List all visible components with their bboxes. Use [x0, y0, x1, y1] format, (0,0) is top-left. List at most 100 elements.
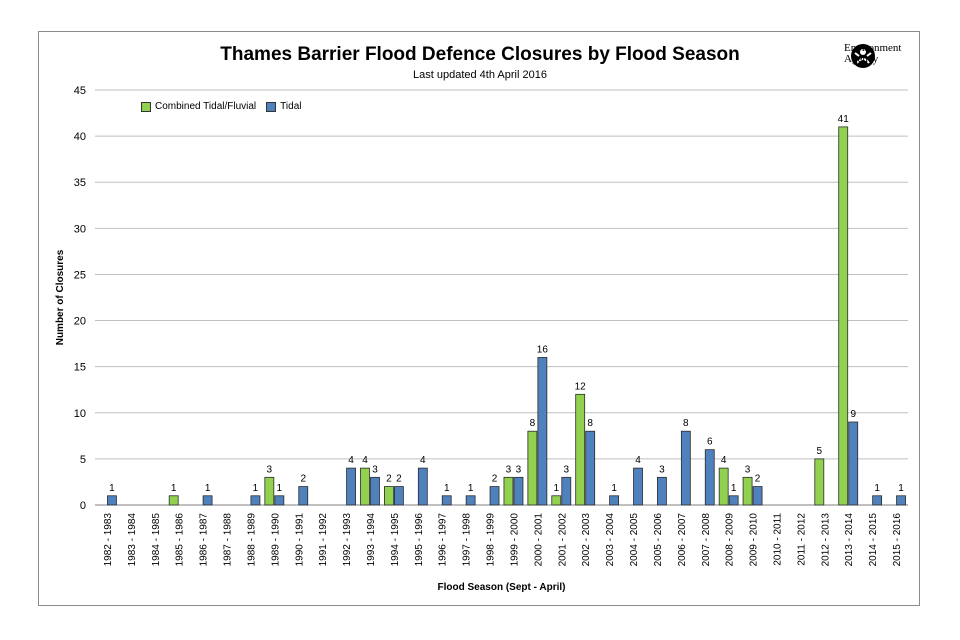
data-label: 3	[267, 464, 273, 475]
chart-subtitle: Last updated 4th April 2016	[413, 69, 547, 81]
legend: Combined Tidal/Fluvial Tidal	[141, 101, 301, 112]
data-label: 4	[362, 455, 368, 466]
data-label: 1	[205, 483, 211, 494]
legend-item-combined: Combined Tidal/Fluvial	[141, 101, 256, 112]
data-label: 41	[838, 114, 850, 125]
x-tick-label: 1999 - 2000	[509, 513, 520, 567]
legend-label-tidal: Tidal	[280, 101, 302, 112]
bar-combined	[742, 476, 753, 506]
x-tick-label: 2009 - 2010	[749, 513, 760, 567]
x-tick-label: 2003 - 2004	[605, 513, 616, 567]
x-tick-label: 1984 - 1985	[151, 513, 162, 567]
bar-tidal	[896, 495, 906, 506]
data-label: 1	[171, 483, 177, 494]
data-label: 2	[492, 474, 498, 485]
bar-tidal	[298, 486, 309, 506]
data-label: 5	[817, 446, 823, 457]
bar-tidal	[585, 430, 596, 506]
data-label: 2	[396, 474, 402, 485]
bar-combined	[503, 476, 514, 506]
y-tick-label: 5	[80, 454, 86, 466]
data-label: 2	[300, 474, 306, 485]
x-tick-label: 1985 - 1986	[175, 513, 186, 567]
data-label: 9	[850, 409, 856, 420]
bar-tidal	[107, 495, 117, 506]
data-label: 1	[109, 483, 115, 494]
y-tick-label: 30	[74, 223, 86, 235]
x-tick-label: 2010 - 2011	[772, 513, 783, 566]
y-tick-label: 25	[74, 269, 86, 281]
data-label: 3	[372, 464, 378, 475]
legend-swatch-tidal	[266, 101, 277, 112]
y-tick-label: 40	[74, 131, 86, 143]
x-tick-label: 2007 - 2008	[701, 513, 712, 567]
data-label: 8	[683, 418, 689, 429]
data-label: 1	[444, 483, 450, 494]
x-tick-label: 1997 - 1998	[462, 513, 473, 567]
bar-tidal	[680, 430, 691, 506]
x-tick-label: 2011 - 2012	[796, 513, 807, 566]
bar-tidal	[633, 467, 643, 506]
y-tick-label: 0	[80, 500, 86, 512]
bar-tidal	[489, 486, 500, 506]
bar-tidal	[393, 486, 404, 506]
y-tick-label: 20	[74, 316, 86, 328]
y-tick-label: 35	[74, 177, 86, 189]
data-label: 1	[468, 483, 474, 494]
bar-combined	[264, 476, 275, 506]
data-label: 6	[707, 437, 713, 448]
bar-combined	[527, 430, 538, 506]
data-label: 3	[506, 464, 512, 475]
y-tick-label: 45	[74, 85, 86, 97]
bar-tidal	[704, 449, 715, 506]
x-tick-label: 1990 - 1991	[294, 513, 305, 567]
bar-tidal	[250, 495, 261, 506]
x-tick-label: 1994 - 1995	[390, 513, 401, 567]
x-tick-label: 1992 - 1993	[342, 513, 353, 567]
x-tick-label: 1986 - 1987	[199, 513, 210, 567]
bar-combined	[551, 495, 562, 506]
logo-line1: Environment	[844, 42, 902, 54]
data-label: 12	[575, 381, 587, 392]
data-label: 4	[635, 455, 641, 466]
bar-tidal	[274, 495, 285, 506]
bar-tidal	[752, 486, 763, 506]
legend-item-tidal: Tidal	[266, 101, 301, 112]
data-label: 16	[537, 344, 549, 355]
bar-combined	[575, 393, 586, 506]
legend-label-combined: Combined Tidal/Fluvial	[155, 101, 257, 112]
bar-combined	[718, 467, 729, 506]
data-label: 1	[611, 483, 617, 494]
x-tick-label: 2008 - 2009	[725, 513, 736, 567]
x-tick-label: 2004 - 2005	[629, 513, 640, 567]
data-label: 3	[563, 464, 569, 475]
x-tick-label: 2012 - 2013	[820, 513, 831, 567]
x-tick-label: 2000 - 2001	[533, 513, 544, 567]
logo-line2: Agency	[844, 53, 879, 65]
x-tick-label: 1996 - 1997	[438, 513, 449, 567]
bar-tidal	[848, 421, 859, 506]
x-tick-label: 2005 - 2006	[653, 513, 664, 567]
x-tick-label: 2002 - 2003	[581, 513, 592, 567]
bar-combined	[814, 458, 825, 506]
legend-swatch-combined	[141, 101, 151, 112]
bar-tidal	[441, 495, 452, 506]
x-axis-label: Flood Season (Sept - April)	[438, 582, 566, 593]
bar-combined	[168, 495, 179, 506]
data-label: 1	[898, 483, 904, 494]
y-tick-label: 15	[74, 362, 86, 374]
bar-tidal	[370, 476, 380, 506]
bar-tidal	[609, 495, 620, 506]
x-tick-label: 2006 - 2007	[677, 513, 688, 567]
data-label: 1	[731, 483, 737, 494]
bar-tidal	[872, 495, 883, 506]
data-label: 3	[516, 464, 522, 475]
x-tick-label: 1987 - 1988	[223, 513, 234, 567]
x-tick-label: 1998 - 1999	[486, 513, 497, 567]
x-tick-label: 1982 - 1983	[103, 513, 114, 567]
data-label: 2	[755, 474, 761, 485]
bar-tidal	[346, 467, 356, 506]
data-label: 1	[253, 483, 259, 494]
x-tick-label: 1995 - 1996	[414, 513, 425, 567]
